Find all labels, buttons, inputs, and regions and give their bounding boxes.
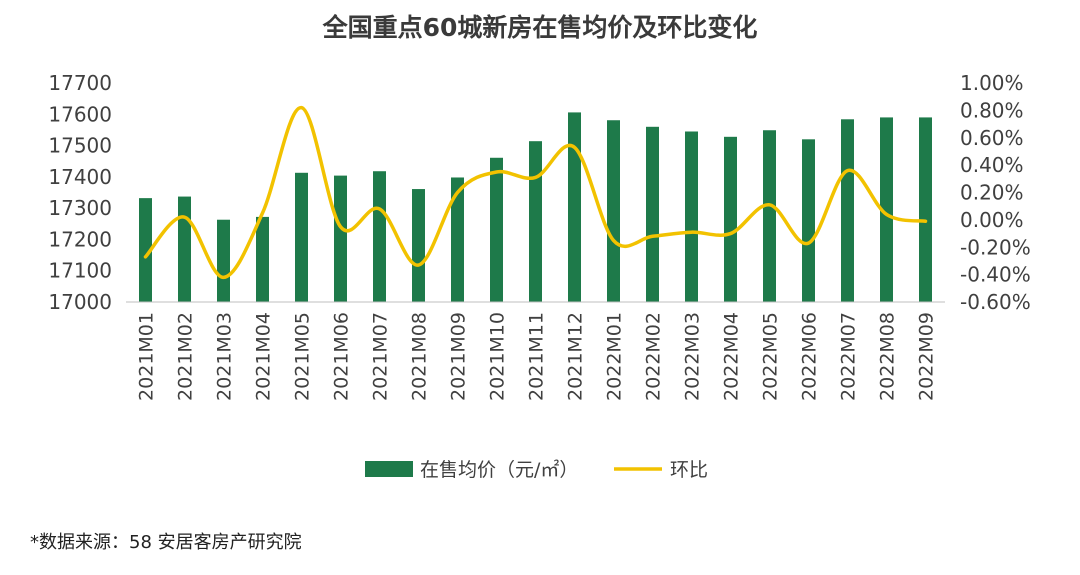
legend-line-label: 环比	[670, 459, 708, 481]
x-axis-tick-label: 2022M06	[799, 312, 821, 401]
x-axis-tick-label: 2022M03	[682, 312, 704, 401]
bar	[607, 120, 620, 302]
bar	[568, 112, 581, 302]
x-axis-tick-label: 2021M01	[136, 312, 158, 401]
left-axis-tick-label: 17700	[48, 71, 112, 95]
x-axis-tick-label: 2021M10	[487, 312, 509, 401]
bar	[451, 177, 464, 302]
bar	[295, 172, 308, 302]
x-axis-tick-label: 2021M05	[292, 312, 314, 401]
left-axis-tick-label: 17200	[48, 227, 112, 251]
right-axis-tick-label: 0.00%	[960, 208, 1024, 232]
bar	[724, 136, 737, 302]
x-axis-tick-label: 2021M06	[331, 312, 353, 401]
bar	[763, 130, 776, 302]
line-series	[143, 105, 928, 280]
chart-title: 全国重点60城新房在售均价及环比变化	[322, 13, 758, 42]
right-axis-tick-label: -0.20%	[960, 235, 1031, 259]
bar	[646, 126, 659, 302]
bar	[685, 131, 698, 302]
right-axis-tick-label: 0.20%	[960, 181, 1024, 205]
x-axis-tick-label: 2021M08	[409, 312, 431, 401]
bar	[919, 117, 932, 303]
right-axis-tick-label: 0.60%	[960, 126, 1024, 150]
x-axis-tick-label: 2021M04	[253, 312, 275, 401]
bar	[880, 117, 893, 303]
right-axis-tick-label: 0.40%	[960, 153, 1024, 177]
left-axis-tick-label: 17400	[48, 165, 112, 189]
x-axis-tick-label: 2021M02	[175, 312, 197, 401]
x-axis-tick-label: 2022M05	[760, 312, 782, 401]
left-axis-tick-label: 17300	[48, 196, 112, 220]
bar	[802, 139, 815, 302]
left-axis-tick-label: 17000	[48, 290, 112, 314]
left-axis-ticks: 17000 17100 17200 17300 17400 17500 17600 17700	[48, 71, 112, 314]
x-axis-tick-label: 2022M02	[643, 312, 665, 401]
x-axis-tick-label: 2022M07	[838, 312, 860, 401]
bar	[139, 198, 152, 302]
x-axis-tick-label: 2021M09	[448, 312, 470, 401]
bar	[841, 119, 854, 302]
legend-bar-label: 在售均价（元/㎡）	[420, 458, 578, 481]
x-axis-tick-label: 2021M12	[565, 312, 587, 401]
x-axis-tick-label: 2022M04	[721, 312, 743, 401]
bar	[490, 157, 503, 302]
x-axis-tick-label: 2022M08	[877, 312, 899, 401]
x-axis-tick-label: 2021M03	[214, 312, 236, 401]
source-note: *数据来源：58 安居客房产研究院	[30, 532, 302, 553]
x-axis-tick-label: 2021M11	[526, 312, 548, 401]
legend-bar-swatch	[365, 461, 413, 477]
x-axis-tick-labels: 2021M01 2021M02 2021M03 2021M04 2021M05 2021M…	[136, 312, 938, 401]
right-axis-tick-label: -0.60%	[960, 290, 1031, 314]
right-axis-tick-label: 1.00%	[960, 71, 1024, 95]
left-axis-tick-label: 17500	[48, 134, 112, 158]
bar	[412, 189, 425, 302]
bar	[373, 171, 386, 302]
legend: 在售均价（元/㎡） 环比	[365, 458, 708, 481]
bar	[256, 216, 269, 302]
bar	[334, 175, 347, 302]
bar	[217, 219, 230, 302]
line-series-path	[143, 105, 928, 280]
bar-series	[139, 112, 932, 303]
bar	[178, 196, 191, 302]
left-axis-tick-label: 17100	[48, 259, 112, 283]
x-axis-tick-label: 2022M01	[604, 312, 626, 401]
right-axis-ticks: -0.60% -0.40% -0.20% 0.00% 0.20% 0.40% 0.60% 0.…	[960, 71, 1031, 314]
right-axis-tick-label: 0.80%	[960, 98, 1024, 122]
right-axis-tick-label: -0.40%	[960, 263, 1031, 287]
left-axis-tick-label: 17600	[48, 102, 112, 126]
x-axis-tick-label: 2022M09	[916, 312, 938, 401]
x-axis-tick-label: 2021M07	[370, 312, 392, 401]
bar	[529, 141, 542, 302]
